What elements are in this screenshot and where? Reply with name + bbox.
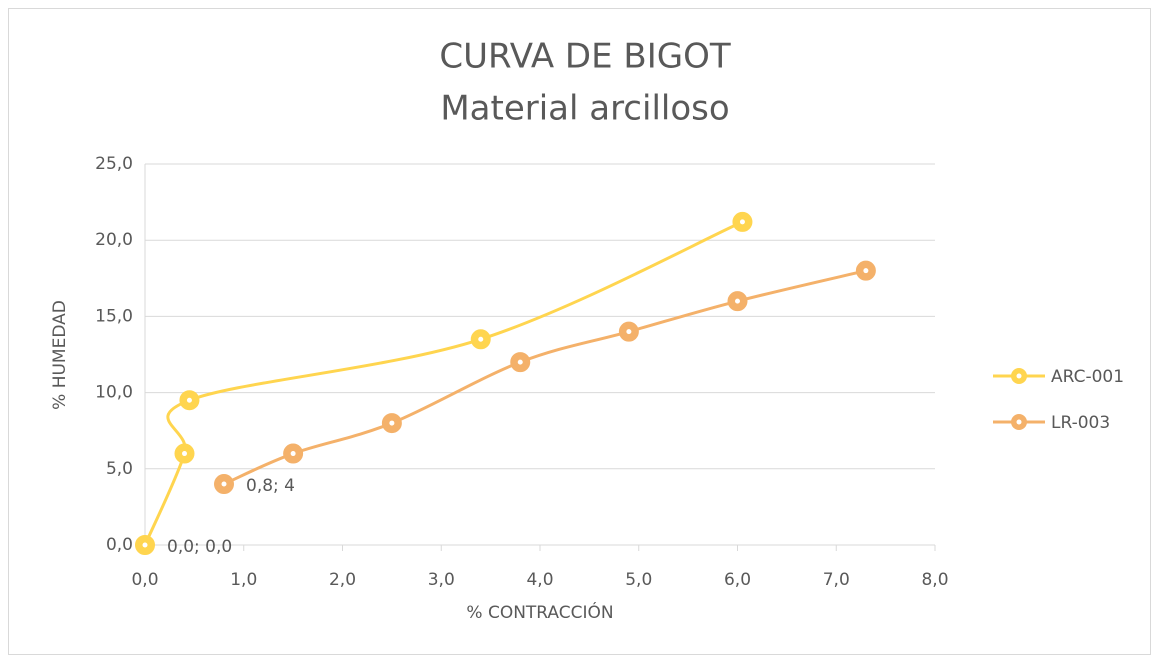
point-center — [290, 451, 296, 457]
point-center — [142, 542, 148, 548]
legend-marker-center — [1016, 373, 1022, 379]
y-tick-label: 20,0 — [95, 230, 133, 250]
x-tick-label: 8,0 — [921, 570, 948, 590]
x-axis-label: % CONTRACCIÓN — [466, 601, 613, 623]
x-tick-label: 4,0 — [526, 570, 553, 590]
point-center — [735, 298, 740, 304]
point-center — [626, 329, 632, 335]
point-center — [182, 451, 187, 457]
y-tick-label: 0,0 — [106, 535, 133, 555]
point-center — [863, 268, 869, 274]
point-center — [186, 397, 192, 403]
legend-label: LR-003 — [1051, 413, 1110, 433]
y-tick-label: 15,0 — [95, 306, 133, 326]
point-center — [739, 219, 745, 225]
chart-subtitle: Material arcilloso — [440, 89, 729, 129]
x-tick-label: 1,0 — [230, 570, 257, 590]
y-tick-label: 5,0 — [106, 459, 133, 479]
legend-label: ARC-001 — [1051, 367, 1124, 387]
data-label: 0,8; 4 — [246, 476, 295, 496]
x-tick-label: 3,0 — [428, 570, 455, 590]
chart-title: CURVA DE BIGOT — [439, 37, 730, 77]
point-center — [517, 359, 523, 365]
point-center — [478, 336, 484, 342]
x-tick-label: 6,0 — [724, 570, 751, 590]
x-tick-label: 5,0 — [625, 570, 652, 590]
x-tick-label: 0,0 — [131, 570, 158, 590]
y-tick-label: 10,0 — [95, 383, 133, 403]
x-tick-label: 7,0 — [823, 570, 850, 590]
x-tick-label: 2,0 — [329, 570, 356, 590]
y-tick-label: 25,0 — [95, 154, 133, 174]
point-center — [221, 481, 227, 487]
legend-marker-center — [1016, 419, 1022, 425]
data-label: 0,0; 0,0 — [167, 537, 232, 557]
y-axis-label: % HUMEDAD — [50, 300, 70, 410]
chart-border — [8, 8, 1151, 655]
point-center — [389, 420, 395, 426]
